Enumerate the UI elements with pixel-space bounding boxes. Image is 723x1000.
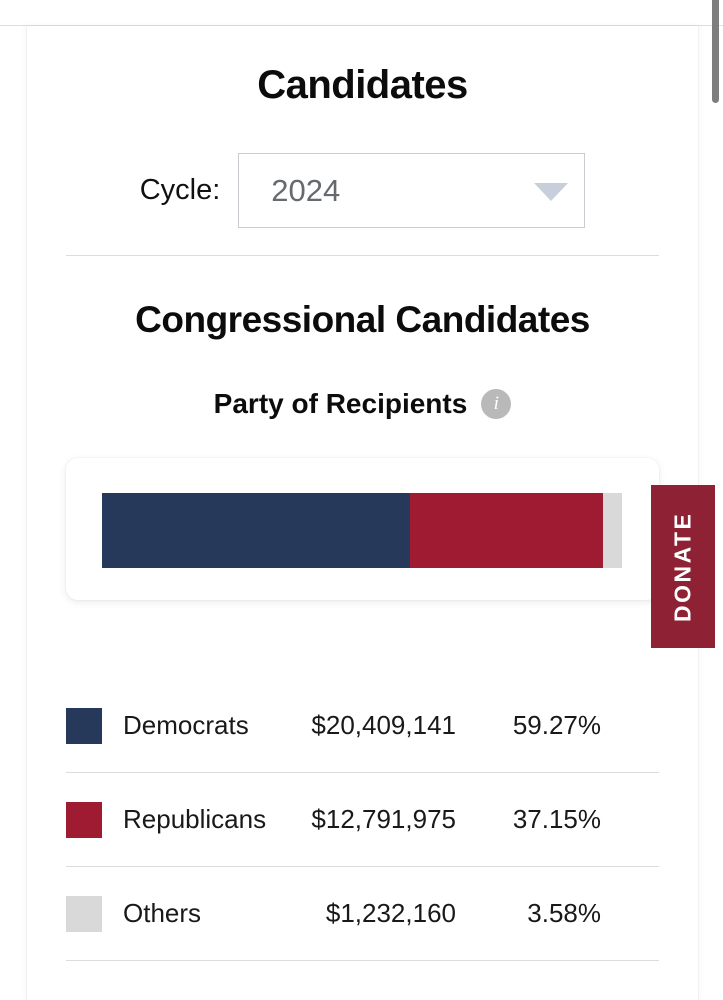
header-bottom-rule <box>0 25 723 26</box>
page-title: Candidates <box>257 63 468 107</box>
republicans-swatch <box>66 801 102 838</box>
content-panel: Candidates Cycle: 2024 Congressional Can… <box>26 26 699 1000</box>
cycle-selected-value: 2024 <box>271 172 341 208</box>
section-title: Congressional Candidates <box>135 299 590 340</box>
legend-amount: $12,791,975 <box>311 804 456 834</box>
legend-table: Democrats $20,409,141 59.27% Republicans… <box>66 679 659 961</box>
scrollbar-thumb[interactable] <box>712 0 719 103</box>
democrats-swatch <box>66 707 102 744</box>
bar-segment-democrats[interactable] <box>102 493 411 568</box>
legend-row-republicans: Republicans $12,791,975 37.15% <box>66 773 659 867</box>
legend-percent: 37.15% <box>512 804 601 834</box>
chart-title: Party of Recipients <box>213 387 468 419</box>
cycle-select[interactable]: 2024 <box>238 153 586 228</box>
donate-button[interactable]: DONATE <box>651 485 715 648</box>
legend-label: Others <box>123 898 202 928</box>
legend-amount: $20,409,141 <box>311 710 456 740</box>
stacked-bar-chart <box>102 493 622 568</box>
legend-row-democrats: Democrats $20,409,141 59.27% <box>66 679 659 773</box>
bar-segment-others[interactable] <box>603 493 622 568</box>
chart-header: Party of Recipients i <box>27 388 698 419</box>
others-swatch <box>66 895 102 932</box>
bar-segment-republicans[interactable] <box>410 493 604 568</box>
legend-amount: $1,232,160 <box>325 898 456 928</box>
legend-percent: 59.27% <box>512 710 601 740</box>
legend-label: Democrats <box>123 710 249 740</box>
legend-row-others: Others $1,232,160 3.58% <box>66 867 659 961</box>
cycle-label: Cycle: <box>139 174 221 206</box>
legend-label: Republicans <box>123 804 267 834</box>
legend-percent: 3.58% <box>527 898 601 928</box>
chart-card <box>66 458 659 600</box>
section-divider <box>66 255 659 256</box>
chevron-down-icon <box>534 182 569 201</box>
info-icon[interactable]: i <box>481 388 512 419</box>
cycle-row: Cycle: 2024 <box>27 153 698 228</box>
